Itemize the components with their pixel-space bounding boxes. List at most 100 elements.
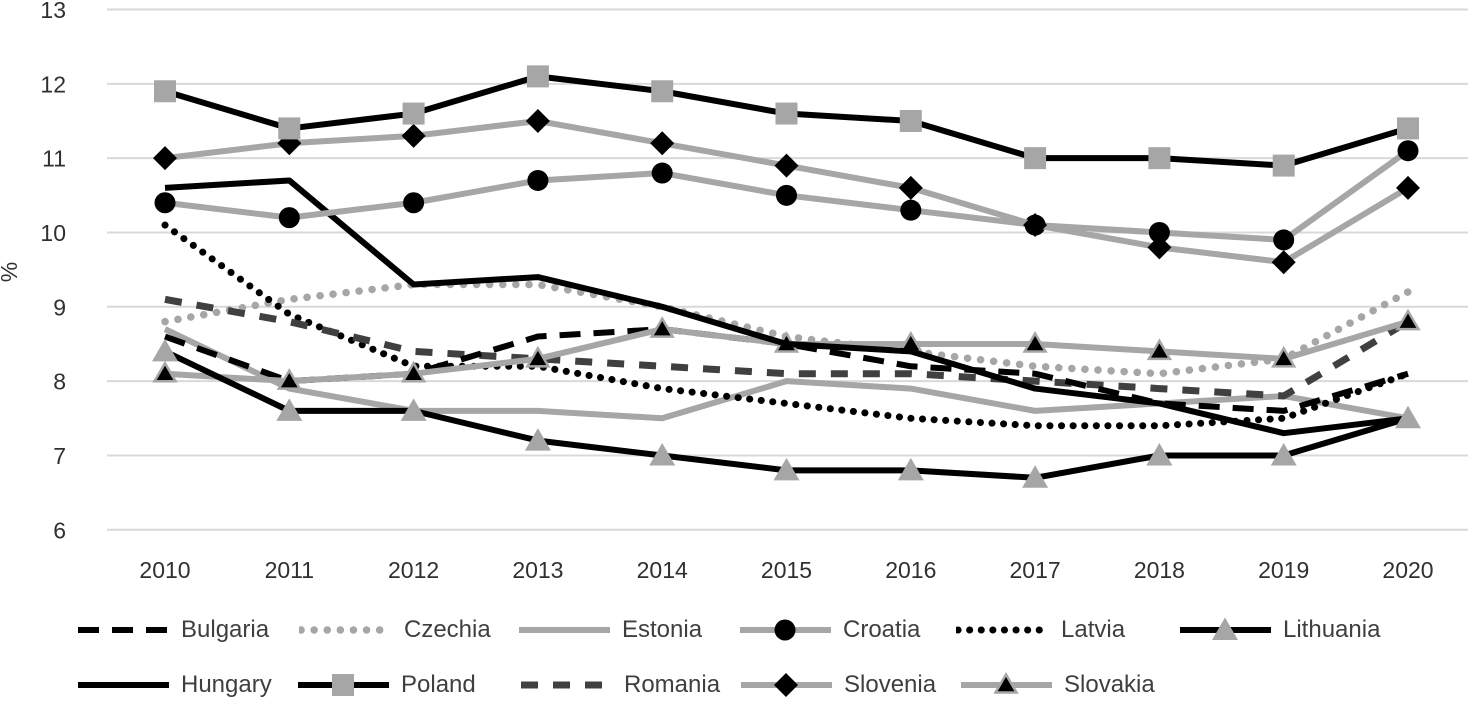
y-tick-label: 10 [40, 220, 66, 246]
marker-slovakia [649, 316, 675, 338]
marker-slovenia [1147, 235, 1172, 260]
marker-croatia [900, 199, 922, 221]
legend-item-lithuania: Lithuania [1178, 612, 1380, 648]
series-line-estonia [163, 326, 1409, 422]
marker-croatia [776, 184, 797, 206]
marker-poland [402, 102, 425, 125]
marker-lithuania [773, 457, 800, 481]
marker-poland [1024, 147, 1047, 170]
marker-slovenia [525, 108, 550, 133]
legend-label-estonia: Estonia [622, 616, 703, 643]
legend-label-croatia: Croatia [843, 616, 921, 643]
marker-slovakia [1146, 338, 1173, 361]
legend-swatch-slovakia [961, 672, 1052, 694]
marker-croatia [527, 169, 549, 191]
marker-poland [1148, 147, 1171, 170]
x-tick-label: 2014 [637, 557, 688, 583]
legend-item-estonia: Estonia [517, 612, 702, 648]
marker-lithuania [524, 428, 551, 451]
x-tick-label: 2013 [512, 557, 563, 583]
marker-poland [278, 117, 301, 140]
legend-item-latvia: Latvia [956, 612, 1125, 648]
legend-swatch-bulgaria [78, 627, 169, 633]
marker-croatia [1397, 140, 1419, 162]
marker-croatia [1148, 221, 1170, 243]
marker-slovenia [1271, 250, 1296, 275]
legend-swatch-croatia [740, 619, 831, 641]
legend-swatch-poland [298, 674, 389, 696]
legend-label-bulgaria: Bulgaria [181, 616, 270, 643]
marker-slovakia [1271, 345, 1297, 368]
legend-swatch-czechia [299, 626, 394, 634]
series-line-hungary [164, 177, 1409, 437]
legend-swatch-estonia [519, 627, 610, 633]
y-tick-label: 12 [40, 71, 66, 97]
x-tick-label: 2010 [139, 557, 190, 583]
legend-label-lithuania: Lithuania [1283, 616, 1381, 643]
marker-slovenia [650, 131, 675, 156]
line-chart-plot: 6 7 8 9 10 11 12 13 2010 2011 2012 2013 2014 2015 2016… [0, 0, 1468, 583]
legend-label-poland: Poland [401, 671, 476, 698]
marker-lithuania [897, 457, 924, 481]
legend-label-hungary: Hungary [181, 671, 272, 698]
y-tick-label: 7 [53, 443, 66, 469]
marker-slovenia [1023, 213, 1048, 238]
marker-croatia [278, 207, 300, 229]
legend-label-slovakia: Slovakia [1064, 671, 1155, 698]
x-tick-label: 2018 [1134, 557, 1185, 583]
x-tick-label: 2015 [761, 557, 812, 583]
y-tick-label: 8 [53, 369, 66, 395]
marker-slovakia [400, 360, 427, 383]
marker-slovenia [898, 175, 923, 200]
marker-lithuania [649, 442, 676, 466]
marker-poland [651, 80, 674, 103]
marker-lithuania [1270, 442, 1297, 466]
marker-slovakia [1022, 330, 1048, 353]
marker-poland [775, 102, 798, 125]
x-tick-label: 2020 [1382, 557, 1433, 583]
marker-lithuania-legend [1212, 617, 1238, 640]
legend-swatch-romania [521, 681, 612, 689]
x-tick-label: 2012 [388, 557, 439, 583]
x-tick-label: 2011 [265, 557, 314, 583]
legend-label-czechia: Czechia [404, 616, 491, 643]
marker-poland-legend [332, 674, 354, 696]
marker-slovakia [525, 345, 551, 368]
marker-lithuania [1146, 442, 1173, 466]
legend-item-czechia: Czechia [299, 612, 491, 648]
legend-label-slovenia: Slovenia [844, 671, 937, 698]
marker-lithuania [1022, 465, 1049, 488]
marker-slovakia [1395, 308, 1421, 331]
marker-lithuania [1395, 405, 1421, 429]
marker-slovenia-legend [774, 673, 798, 697]
legend-item-slovakia: Slovakia [959, 667, 1155, 703]
marker-slovakia-legend [993, 672, 1019, 694]
marker-croatia [1273, 229, 1295, 251]
marker-croatia [154, 192, 176, 214]
marker-slovenia [1396, 175, 1420, 200]
marker-poland [1397, 117, 1419, 140]
legend-swatch-lithuania [1180, 617, 1271, 640]
legend-swatch-latvia [956, 626, 1051, 634]
marker-slovenia [774, 153, 799, 178]
marker-lithuania [400, 398, 427, 421]
x-tick-label: 2019 [1258, 557, 1309, 583]
legend-item-slovenia: Slovenia [739, 667, 936, 703]
series-line-czechia [161, 280, 1412, 378]
marker-croatia [403, 192, 425, 214]
marker-lithuania [152, 338, 178, 362]
marker-poland [1272, 154, 1295, 177]
y-tick-label: 6 [53, 517, 66, 543]
legend-item-romania: Romania [519, 667, 720, 703]
legend-item-hungary: Hungary [76, 667, 272, 703]
y-tick-label: 9 [53, 294, 66, 320]
marker-slovenia [153, 146, 177, 171]
marker-poland [526, 65, 549, 88]
legend-item-croatia: Croatia [738, 612, 920, 648]
x-tick-label: 2016 [885, 557, 936, 583]
marker-slovenia [401, 123, 426, 148]
x-tick-label: 2017 [1010, 557, 1061, 583]
legend-item-bulgaria: Bulgaria [76, 612, 269, 648]
y-axis-label: % [0, 262, 22, 282]
legend-swatch-slovenia [741, 673, 832, 697]
